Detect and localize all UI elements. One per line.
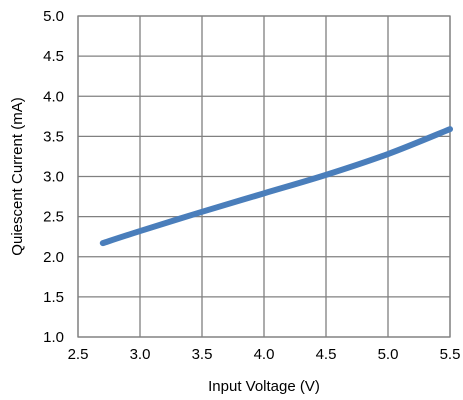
y-tick-label: 2.0 <box>43 249 64 266</box>
x-tick-label: 5.0 <box>378 346 399 363</box>
y-axis-title: Quiescent Current (mA) <box>9 97 26 255</box>
y-tick-label: 3.0 <box>43 169 64 186</box>
y-tick-label: 3.5 <box>43 128 64 145</box>
y-axis-tick-labels: 1.0 1.5 2.0 2.5 3.0 3.5 4.0 4.5 5.0 <box>43 8 64 346</box>
plot-area-frame <box>77 15 451 338</box>
x-axis-title: Input Voltage (V) <box>208 378 320 395</box>
y-tick-label: 4.0 <box>43 88 64 105</box>
series-line-quiescent-current <box>99 126 453 247</box>
y-tick-label: 2.5 <box>43 209 64 226</box>
x-tick-label: 3.5 <box>192 346 213 363</box>
x-tick-label: 4.0 <box>254 346 275 363</box>
x-tick-label: 2.5 <box>68 346 89 363</box>
x-tick-label: 3.0 <box>130 346 151 363</box>
x-tick-label: 4.5 <box>316 346 337 363</box>
grid <box>77 15 451 338</box>
x-axis-tick-labels: 2.5 3.0 3.5 4.0 4.5 5.0 5.5 <box>68 346 461 363</box>
y-tick-label: 1.0 <box>43 329 64 346</box>
x-tick-label: 5.5 <box>440 346 461 363</box>
y-tick-label: 1.5 <box>43 289 64 306</box>
y-tick-label: 5.0 <box>43 8 64 25</box>
y-tick-label: 4.5 <box>43 48 64 65</box>
series-layer <box>99 126 453 247</box>
